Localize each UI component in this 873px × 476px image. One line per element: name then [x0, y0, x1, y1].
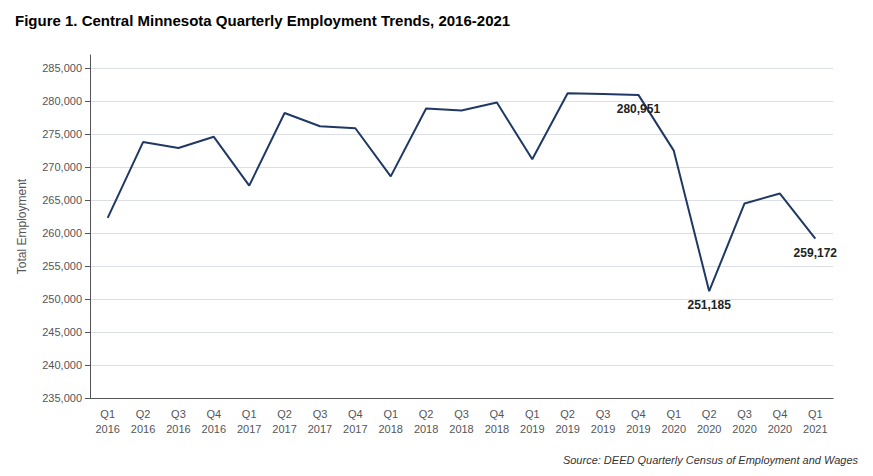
svg-text:2017: 2017: [237, 423, 261, 435]
svg-text:Q2: Q2: [560, 408, 575, 420]
svg-text:255,000: 255,000: [42, 260, 82, 272]
svg-text:245,000: 245,000: [42, 326, 82, 338]
svg-text:2017: 2017: [343, 423, 367, 435]
svg-text:Figure 1. Central Minnesota Qu: Figure 1. Central Minnesota Quarterly Em…: [15, 12, 510, 29]
svg-text:2016: 2016: [166, 423, 190, 435]
svg-text:280,951: 280,951: [617, 102, 661, 116]
svg-text:260,000: 260,000: [42, 227, 82, 239]
svg-text:Q3: Q3: [171, 408, 186, 420]
svg-text:2018: 2018: [485, 423, 509, 435]
svg-text:251,185: 251,185: [687, 298, 731, 312]
svg-text:275,000: 275,000: [42, 128, 82, 140]
svg-text:250,000: 250,000: [42, 293, 82, 305]
svg-text:2019: 2019: [626, 423, 650, 435]
svg-text:2018: 2018: [378, 423, 402, 435]
svg-text:Q1: Q1: [666, 408, 681, 420]
svg-text:2016: 2016: [202, 423, 226, 435]
svg-text:Q4: Q4: [631, 408, 646, 420]
svg-text:Q3: Q3: [737, 408, 752, 420]
svg-text:270,000: 270,000: [42, 161, 82, 173]
svg-text:Source: DEED Quarterly Census: Source: DEED Quarterly Census of Employm…: [563, 454, 859, 466]
svg-text:265,000: 265,000: [42, 194, 82, 206]
svg-text:Q3: Q3: [596, 408, 611, 420]
svg-text:Q1: Q1: [525, 408, 540, 420]
svg-text:2019: 2019: [591, 423, 615, 435]
svg-text:2020: 2020: [732, 423, 756, 435]
svg-text:Q1: Q1: [808, 408, 823, 420]
svg-text:2020: 2020: [697, 423, 721, 435]
svg-text:Q2: Q2: [702, 408, 717, 420]
svg-text:2021: 2021: [803, 423, 827, 435]
svg-text:2016: 2016: [131, 423, 155, 435]
svg-text:285,000: 285,000: [42, 62, 82, 74]
svg-text:Q3: Q3: [313, 408, 328, 420]
svg-text:2018: 2018: [414, 423, 438, 435]
svg-text:2017: 2017: [308, 423, 332, 435]
svg-text:259,172: 259,172: [794, 246, 838, 260]
svg-text:235,000: 235,000: [42, 392, 82, 404]
svg-text:2020: 2020: [768, 423, 792, 435]
svg-text:280,000: 280,000: [42, 95, 82, 107]
svg-text:Q2: Q2: [136, 408, 151, 420]
svg-text:Q4: Q4: [490, 408, 505, 420]
svg-text:2020: 2020: [662, 423, 686, 435]
svg-text:Total Employment: Total Employment: [15, 178, 29, 274]
svg-text:Q1: Q1: [100, 408, 115, 420]
svg-text:2017: 2017: [272, 423, 296, 435]
svg-text:Q2: Q2: [419, 408, 434, 420]
svg-text:2018: 2018: [449, 423, 473, 435]
svg-text:Q1: Q1: [383, 408, 398, 420]
svg-text:Q4: Q4: [773, 408, 788, 420]
svg-text:Q1: Q1: [242, 408, 257, 420]
svg-text:2019: 2019: [555, 423, 579, 435]
svg-text:2016: 2016: [95, 423, 119, 435]
svg-text:Q4: Q4: [348, 408, 363, 420]
svg-text:Q2: Q2: [277, 408, 292, 420]
svg-text:2019: 2019: [520, 423, 544, 435]
svg-text:240,000: 240,000: [42, 359, 82, 371]
svg-text:Q4: Q4: [206, 408, 221, 420]
svg-text:Q3: Q3: [454, 408, 469, 420]
